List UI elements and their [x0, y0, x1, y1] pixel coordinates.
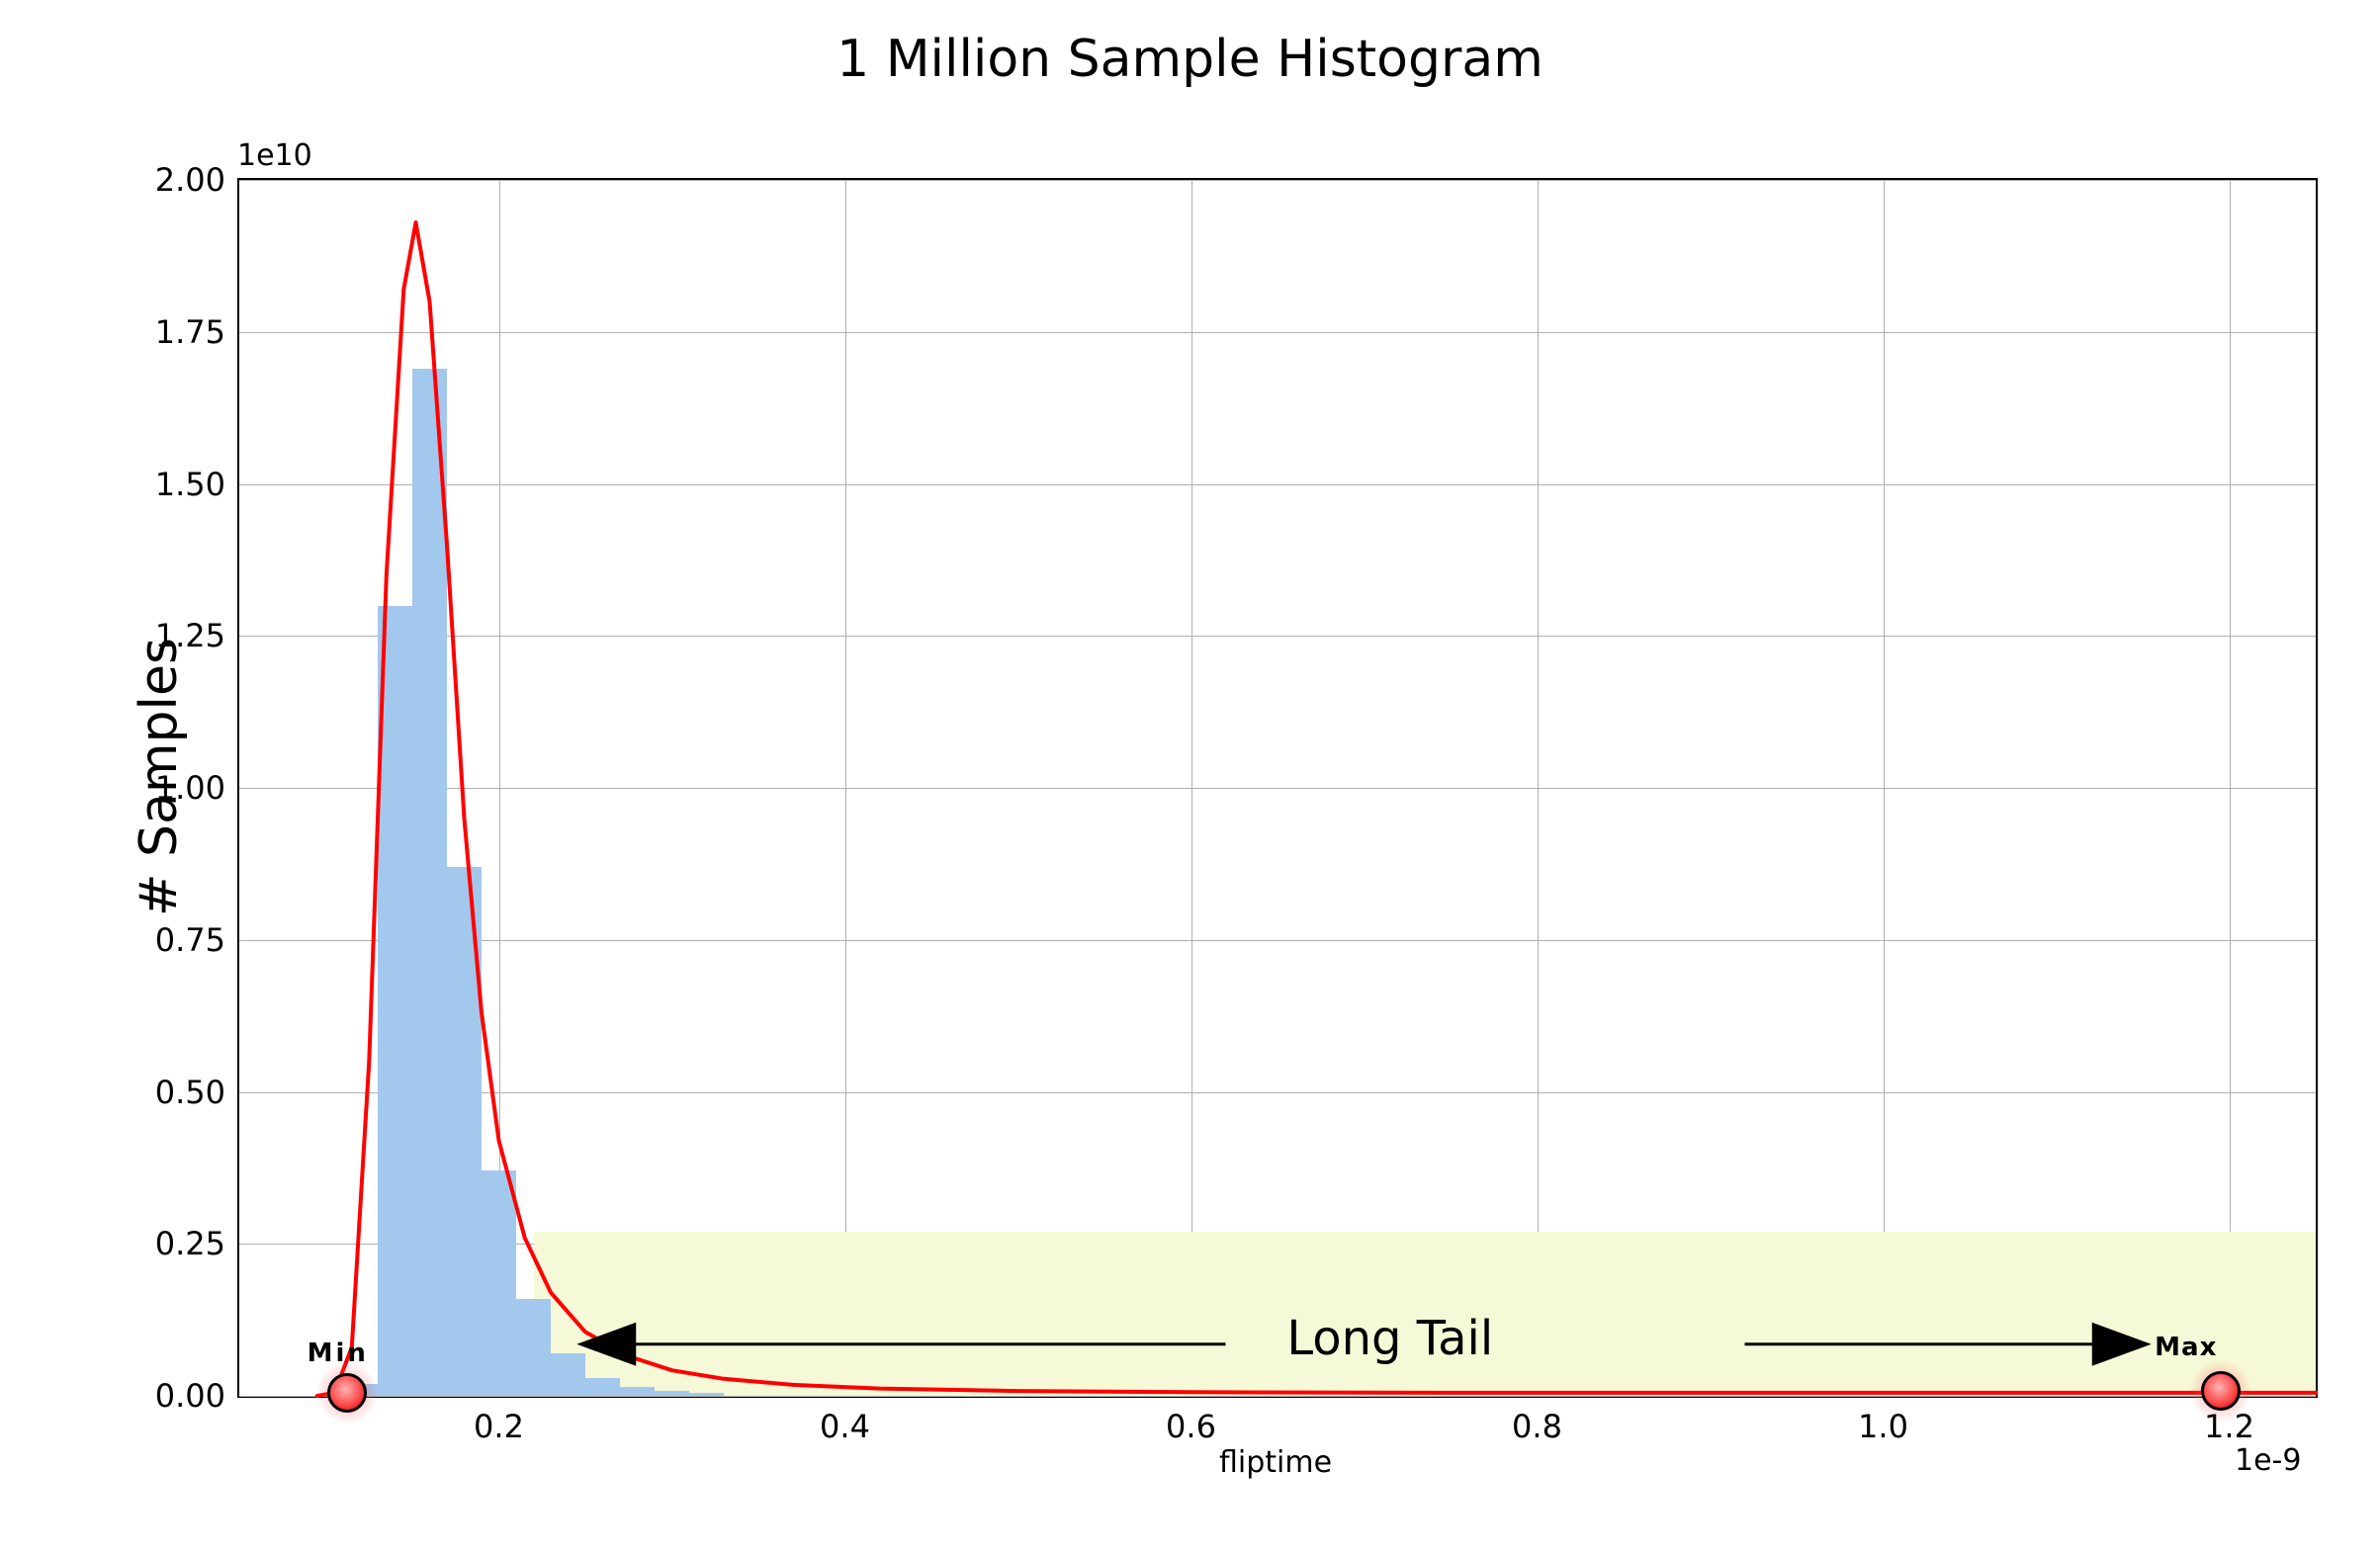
y-tick-label: 1.25 [155, 617, 225, 654]
long-tail-arrow-right-head [2092, 1323, 2152, 1366]
y-tick-label: 1.75 [155, 313, 225, 351]
x-axis-label: fliptime [1219, 1445, 1332, 1480]
x-tick-label: 1.0 [1858, 1408, 1908, 1445]
y-tick-label: 0.50 [155, 1074, 225, 1111]
y-tick-label: 1.00 [155, 769, 225, 807]
y-tick-label: 0.25 [155, 1225, 225, 1262]
max-marker [2201, 1371, 2241, 1411]
plot-area: 0.20.40.60.81.01.20.000.250.500.751.001.… [237, 178, 2318, 1398]
x-tick-label: 0.4 [820, 1408, 870, 1445]
long-tail-arrow-left-head [576, 1323, 636, 1366]
x-exponent-label: 1e-9 [2235, 1443, 2301, 1478]
kde-curve [317, 222, 2316, 1396]
x-tick-label: 0.6 [1166, 1408, 1216, 1445]
max-label: Max [2155, 1333, 2217, 1362]
long-tail-label: Long Tail [1286, 1311, 1493, 1366]
y-tick-label: 0.00 [155, 1377, 225, 1415]
min-marker [327, 1373, 367, 1413]
x-tick-label: 0.8 [1512, 1408, 1562, 1445]
y-tick-label: 0.75 [155, 921, 225, 959]
y-exponent-label: 1e10 [237, 138, 312, 173]
grid-horizontal [239, 1396, 2316, 1397]
overlay-svg [239, 180, 2316, 1396]
chart-title: 1 Million Sample Histogram [0, 30, 2380, 89]
min-label: Min [308, 1338, 369, 1368]
y-tick-label: 2.00 [155, 161, 225, 199]
figure: 1 Million Sample Histogram # Samples 0.2… [0, 0, 2380, 1554]
y-tick-label: 1.50 [155, 466, 225, 503]
x-tick-label: 0.2 [474, 1408, 524, 1445]
